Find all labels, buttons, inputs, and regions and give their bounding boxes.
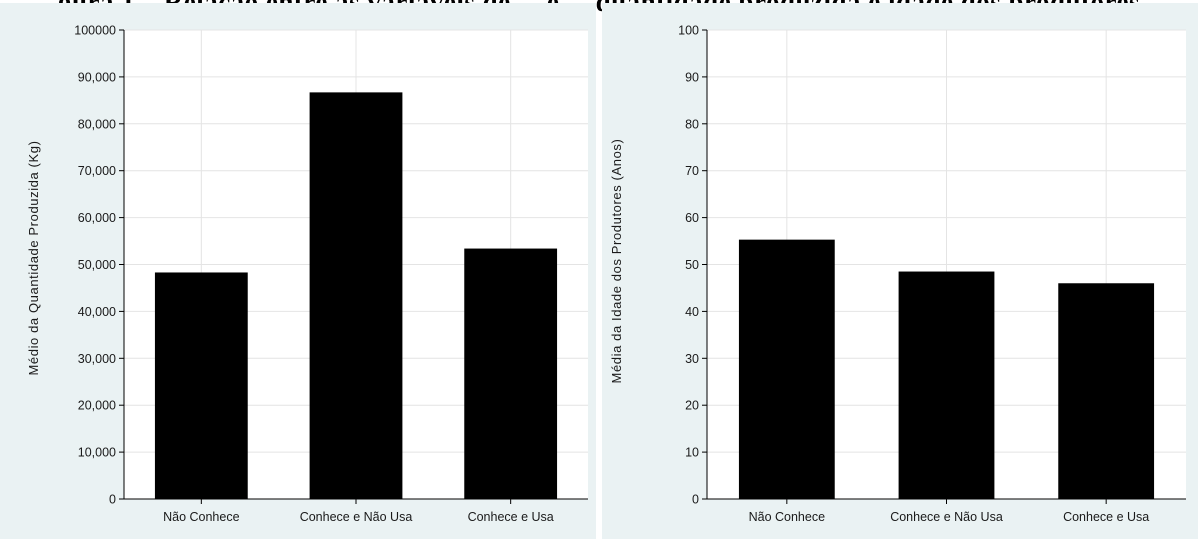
y-tick-label: 60,000: [78, 211, 116, 225]
y-tick-label: 0: [692, 493, 699, 507]
y-tick-label: 30,000: [78, 352, 116, 366]
y-tick-label: 80,000: [78, 117, 116, 131]
y-tick-label: 0: [109, 493, 116, 507]
y-tick-label: 90: [685, 70, 699, 84]
bar-n-o-conhece: [738, 239, 835, 499]
x-tick-label: Não Conhece: [749, 510, 825, 524]
y-tick-label: 20: [685, 399, 699, 413]
bar-conhece-e-n-o-usa: [898, 271, 995, 499]
y-tick-label: 70,000: [78, 164, 116, 178]
y-tick-label: 90,000: [78, 70, 116, 84]
y-tick-label: 10,000: [78, 446, 116, 460]
chart-panel-age: 0 10 20 30 40 50 60 70 80 90 100 Não Conhece Conhece…: [602, 3, 1198, 539]
bar-conhece-e-usa: [1058, 283, 1155, 499]
y-tick-label: 50,000: [78, 258, 116, 272]
y-tick-label: 100000: [74, 24, 116, 38]
y-tick-label: 30: [685, 352, 699, 366]
y-tick-label: 20,000: [78, 399, 116, 413]
bar-chart-age: 0 10 20 30 40 50 60 70 80 90 100 Não Conhece Conhece…: [609, 24, 1186, 524]
y-tick-label: 40,000: [78, 305, 116, 319]
y-axis-title: Média da Idade dos Produtores (Anos): [609, 139, 624, 384]
y-tick-label: 50: [685, 258, 699, 272]
chart-panel-quantity: 0 10,000 20,000 30,000 40,000 50,000 60,000 70,…: [0, 3, 596, 539]
y-tick-label: 60: [685, 211, 699, 225]
y-tick-label: 70: [685, 164, 699, 178]
x-tick-label: Conhece e Usa: [1063, 510, 1149, 524]
y-tick-label: 40: [685, 305, 699, 319]
x-tick-label: Conhece e Não Usa: [890, 510, 1003, 524]
y-tick-label: 10: [685, 446, 699, 460]
y-axis-title: Médio da Quantidade Produzida (Kg): [26, 140, 41, 375]
y-tick-label: 80: [685, 117, 699, 131]
y-tick-label: 100: [678, 24, 699, 38]
x-tick-label: Conhece e Usa: [468, 510, 554, 524]
x-tick-label: Conhece e Não Usa: [300, 510, 413, 524]
bar-chart-quantity: 0 10,000 20,000 30,000 40,000 50,000 60,000 70,…: [26, 24, 588, 524]
x-tick-label: Não Conhece: [163, 510, 239, 524]
bar-conhece-e-usa: [464, 248, 558, 499]
bar-n-o-conhece: [154, 272, 248, 499]
bar-conhece-e-n-o-usa: [309, 92, 403, 499]
